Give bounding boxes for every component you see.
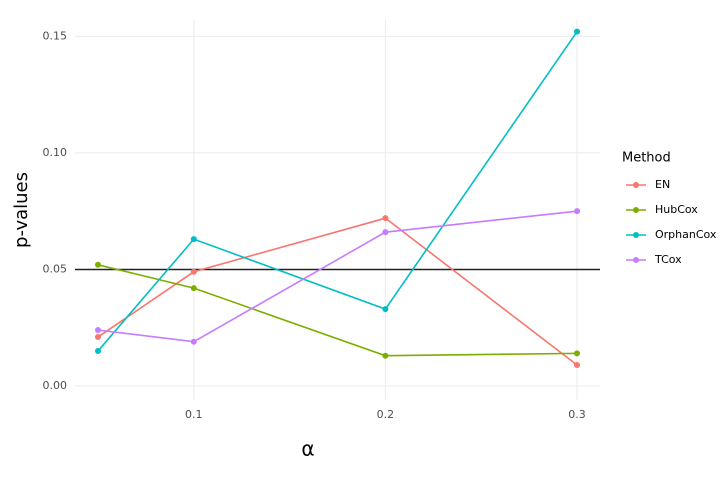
data-point — [574, 362, 581, 369]
x-tick-label: 0.3 — [568, 408, 586, 421]
legend-label: TCox — [654, 253, 682, 266]
legend-label: EN — [655, 178, 670, 191]
data-point — [190, 236, 197, 243]
legend-title: Method — [622, 151, 671, 166]
data-point — [382, 306, 389, 313]
legend-dot — [633, 232, 639, 238]
data-point — [382, 352, 389, 359]
data-point — [94, 261, 101, 268]
y-tick-label: 0.00 — [43, 379, 68, 392]
y-tick-label: 0.10 — [43, 146, 68, 159]
y-axis-label: p-values — [11, 172, 32, 248]
y-tick-label: 0.15 — [43, 29, 68, 42]
series-line — [97, 264, 578, 357]
data-point — [94, 327, 101, 334]
data-point — [94, 348, 101, 355]
legend-label: HubCox — [655, 203, 698, 216]
data-point — [574, 208, 581, 215]
series-line — [97, 217, 578, 366]
x-tick-label: 0.2 — [377, 408, 395, 421]
data-point — [190, 338, 197, 345]
data-point — [382, 215, 389, 222]
series-line — [97, 210, 578, 343]
data-point — [94, 334, 101, 341]
legend-label: OrphanCox — [655, 228, 717, 241]
data-point — [190, 285, 197, 292]
x-axis-label: α — [301, 437, 314, 461]
legend-dot — [633, 207, 639, 213]
legend-dot — [633, 257, 639, 263]
legend-dot — [633, 182, 639, 188]
x-tick-label: 0.1 — [185, 408, 203, 421]
data-point — [382, 229, 389, 236]
data-point — [190, 268, 197, 275]
series-line — [97, 31, 578, 352]
y-tick-label: 0.05 — [43, 262, 68, 275]
data-point — [574, 350, 581, 357]
data-point — [574, 28, 581, 35]
